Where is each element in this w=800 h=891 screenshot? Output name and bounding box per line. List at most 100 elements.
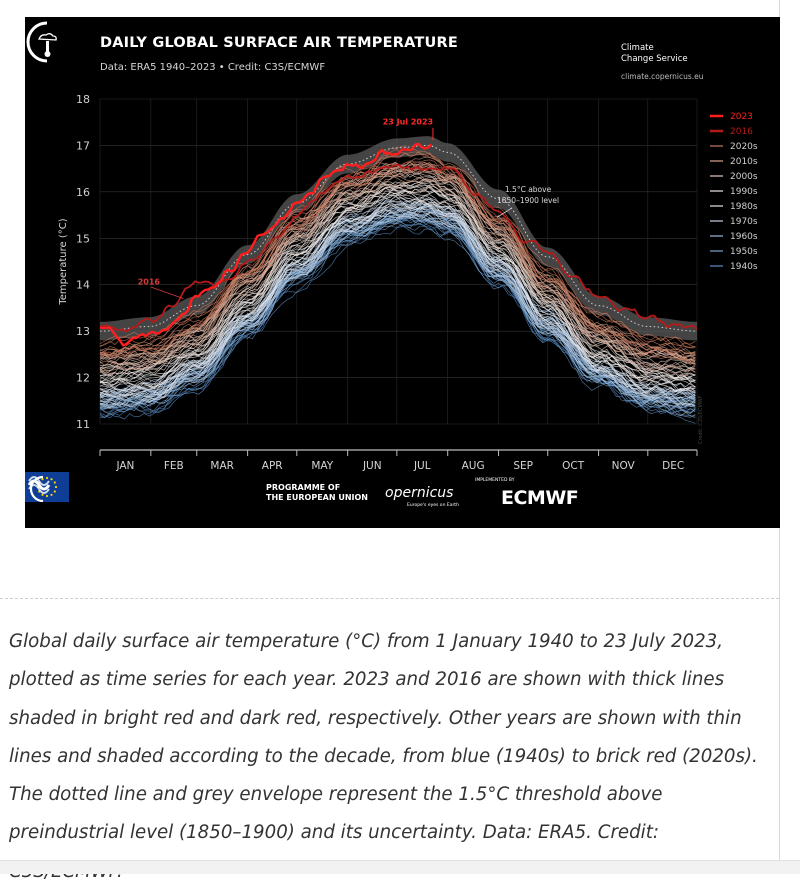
ecmwf-wordmark: ECMWF [501,487,579,509]
series-line-1950s [99,217,696,418]
series-line-2000s [99,173,696,370]
series-line-1960s [99,212,696,417]
chart-title: DAILY GLOBAL SURFACE AIR TEMPERATURE [100,35,458,51]
legend-label-2010s: 2010s [730,157,758,167]
ecmwf-logo-icon [27,476,51,494]
footer-logos: PROGRAMME OF THE EUROPEAN UNION opernicu… [25,472,780,522]
x-tick-label: AUG [462,460,485,472]
copernicus-wordmark: opernicus [385,485,454,501]
series-line-1970s [99,204,696,407]
series-line-1990s [99,186,696,384]
page-bottom-bar [0,860,800,874]
y-tick-label: 13 [76,325,90,338]
threshold-label: 1.5°C above [505,185,552,194]
y-axis-label: Temperature (°C) [58,218,69,305]
temperature-chart: 18 17 16 15 14 13 12 11 23 Jul 2023 2016 1.5°C abo… [58,93,758,472]
x-tick-label: SEP [513,460,533,472]
annotation-peak-2023: 23 Jul 2023 [383,118,433,127]
legend-label-2016: 2016 [730,127,753,137]
series-line-2023 [99,142,433,347]
implemented-by-label: IMPLEMENTED BY [475,478,515,483]
series-line-2010s [99,168,696,366]
series-line-1950s [99,209,696,405]
legend-label-1970s: 1970s [730,217,758,227]
eu-star-icon [41,478,44,481]
legend-label-1990s: 1990s [730,187,758,197]
series-line-1990s [99,186,696,380]
series-line-1980s [99,184,696,383]
y-tick-label: 12 [76,372,90,385]
series-line-2020s [99,159,696,362]
series-line-2000s [99,185,696,373]
legend-label-2020s: 2020s [730,142,758,152]
x-tick-label: DEC [662,460,684,472]
series-line-2000s [99,178,696,371]
threshold-line [100,144,697,332]
series-line-2016 [99,163,698,333]
eu-star-icon [45,476,49,480]
series-line-1940s [99,224,696,420]
y-tick-label: 14 [76,279,90,292]
c3s-name: Climate Change Service [621,43,688,64]
caption-divider [0,598,779,599]
x-tick-label: MAR [210,460,234,472]
eu-star-icon [50,493,53,496]
series-line-1980s [99,201,696,397]
x-tick-label: MAY [311,460,333,472]
x-tick-label: FEB [164,460,184,472]
y-tick-label: 11 [76,418,90,431]
series-line-2020s [99,151,696,353]
x-tick-label: OCT [562,460,585,472]
x-tick-label: APR [262,460,283,472]
copernicus-tagline: Europe's eyes on Earth [407,503,459,508]
y-tick-label: 18 [76,93,90,106]
series-line-1990s [99,187,696,391]
c3s-logo-icon [26,21,57,63]
eu-star-icon [41,493,44,496]
series-line-2010s [99,164,696,365]
eu-star-icon [45,494,49,498]
series-line-2000s [99,180,696,377]
series-line-1970s [99,204,696,405]
eu-star-icon [53,481,56,484]
y-tick-label: 17 [76,139,90,152]
series-line-1980s [99,195,696,393]
legend-label-2023: 2023 [730,112,753,122]
eu-star-icon [54,485,58,489]
eu-programme-label: PROGRAMME OF THE EUROPEAN UNION [266,483,368,502]
series-line-2020s [99,147,696,348]
legend-label-1960s: 1960s [730,232,758,242]
series-line-2020s [99,160,696,355]
series-line-2010s [99,172,696,377]
legend-label-2000s: 2000s [730,172,758,182]
x-tick-label: JUN [362,460,382,472]
x-tick-label: JAN [115,460,134,472]
series-line-1990s [99,192,696,388]
series-line-1980s [99,203,696,399]
eu-star-icon [50,478,53,481]
copernicus-logo-icon [29,475,44,503]
legend-label-1980s: 1980s [730,202,758,212]
series-line-1940s [99,215,696,419]
threshold-label-pointer [496,207,512,218]
annotation-2016-pointer [150,286,184,300]
annotation-2016-label: 2016 [138,278,161,287]
y-tick-label: 15 [76,232,90,245]
series-line-1970s [99,209,696,408]
figure-caption: Global daily surface air temperature (°C… [9,631,758,882]
chart-subtitle: Data: ERA5 1940–2023 • Credit: C3S/ECMWF [100,62,326,73]
series-line-1950s [99,213,696,413]
y-tick-label: 16 [76,186,90,199]
legend-label-1950s: 1950s [730,247,758,257]
threshold-uncertainty-band [100,136,697,341]
chart-panel: 18 17 16 15 14 13 12 11 23 Jul 2023 2016 1.5°C abo… [25,17,780,528]
eu-star-icon [53,490,56,493]
x-tick-label: NOV [612,460,636,472]
watermark-credit: Credit: C3S/ECMWF [698,395,704,444]
series-line-1960s [99,202,696,398]
legend-label-1940s: 1940s [730,262,758,272]
x-tick-label: JUL [413,460,431,472]
series-line-1990s [99,183,696,383]
c3s-url: climate.copernicus.eu [621,72,704,81]
threshold-label: 1850–1900 level [497,196,559,205]
